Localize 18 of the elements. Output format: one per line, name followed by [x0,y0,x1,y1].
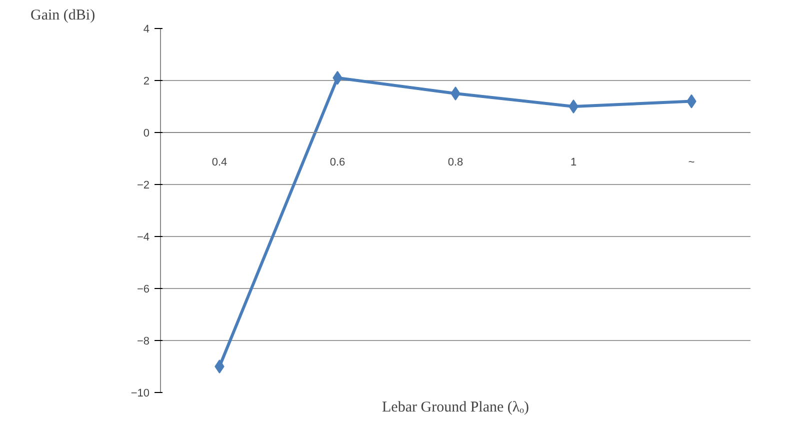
y-tick-label: −2 [136,180,150,192]
point [214,360,224,374]
x-axis-title: Lebar Ground Plane (λₒ) [382,400,529,416]
y-tick-label: −6 [136,284,150,296]
x-tick-label: 0.6 [330,156,346,168]
x-tick-label: ~ [688,156,695,168]
y-axis-title: Gain (dBi) [30,8,96,24]
point [450,86,460,100]
y-tick-label: 4 [143,24,150,36]
x-tick-label: 0.8 [448,156,464,168]
x-tick-label: 0.4 [212,156,228,168]
y-tick-label: 0 [143,128,150,140]
y-tick-label: −4 [136,232,150,244]
y-tick-label: −10 [130,388,150,400]
y-tick-label: −8 [136,336,150,348]
point [568,100,578,114]
y-tick-label: 2 [143,76,150,88]
x-tick-label: 1 [570,156,577,168]
